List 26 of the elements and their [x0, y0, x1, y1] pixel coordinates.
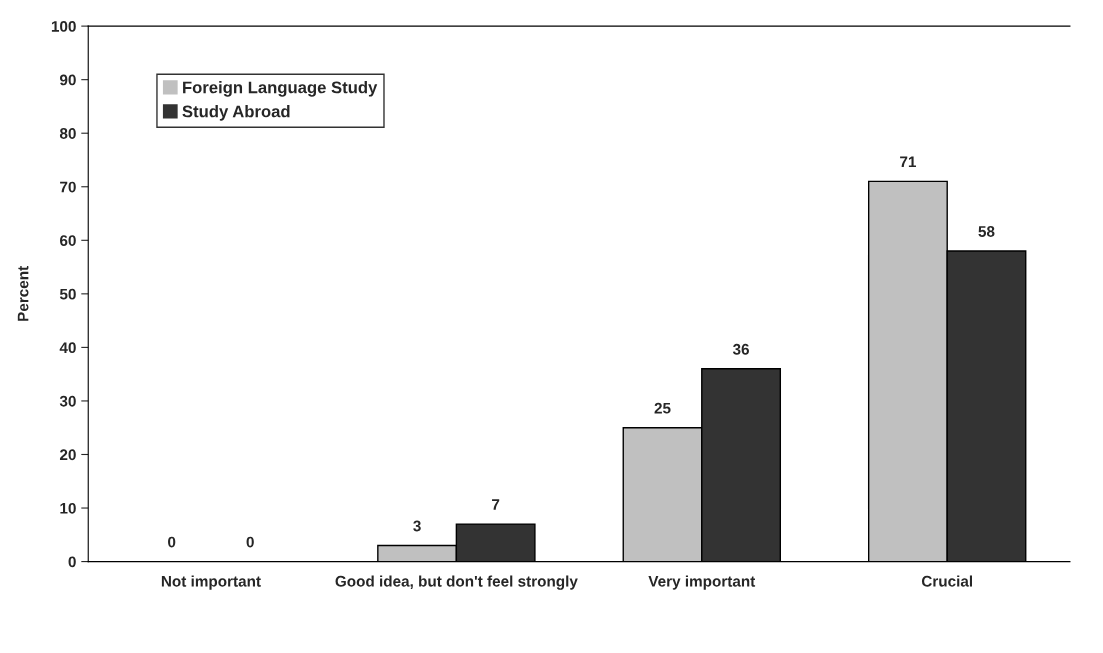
- data-label: 71: [900, 156, 917, 168]
- data-label: 3: [413, 520, 421, 532]
- data-label: 36: [732, 343, 749, 355]
- y-tick-label: 0: [68, 556, 76, 568]
- y-tick-label: 20: [59, 449, 76, 461]
- y-tick-label: 50: [59, 288, 76, 300]
- y-axis-title: Percent: [17, 266, 29, 321]
- data-label: 58: [978, 226, 995, 237]
- data-label: 0: [168, 536, 176, 548]
- y-tick-label: 10: [60, 502, 76, 514]
- data-label: 25: [654, 402, 671, 414]
- y-tick-label: 60: [60, 235, 76, 246]
- y-tick-label: 30: [59, 395, 76, 407]
- x-tick-label: Not important: [161, 575, 261, 590]
- data-label: 0: [246, 536, 254, 548]
- data-label: 7: [492, 499, 500, 510]
- y-tick-label: 80: [59, 128, 76, 139]
- y-tick-label: 90: [59, 74, 76, 86]
- y-tick-label: 70: [60, 181, 76, 193]
- x-tick-label: Good idea, but don't feel strongly: [335, 575, 578, 590]
- y-tick-label: 40: [59, 342, 76, 354]
- x-tick-label: Very important: [648, 575, 756, 590]
- y-tick-label: 100: [51, 20, 76, 32]
- legend-label: Study Abroad: [182, 105, 290, 121]
- x-tick-label: Crucial: [921, 575, 973, 587]
- legend-label: Foreign Language Study: [183, 81, 378, 97]
